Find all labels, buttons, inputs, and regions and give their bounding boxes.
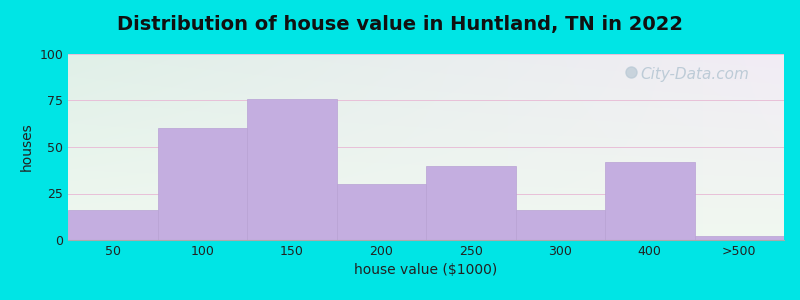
Y-axis label: houses: houses	[20, 123, 34, 171]
Bar	[158, 128, 247, 240]
Text: City-Data.com: City-Data.com	[641, 67, 750, 82]
Bar	[515, 210, 605, 240]
Bar	[694, 236, 784, 240]
X-axis label: house value ($1000): house value ($1000)	[354, 263, 498, 278]
Bar	[247, 99, 337, 240]
Bar	[337, 184, 426, 240]
Text: Distribution of house value in Huntland, TN in 2022: Distribution of house value in Huntland,…	[117, 15, 683, 34]
Bar	[426, 166, 515, 240]
Bar	[605, 162, 694, 240]
Bar	[68, 210, 158, 240]
